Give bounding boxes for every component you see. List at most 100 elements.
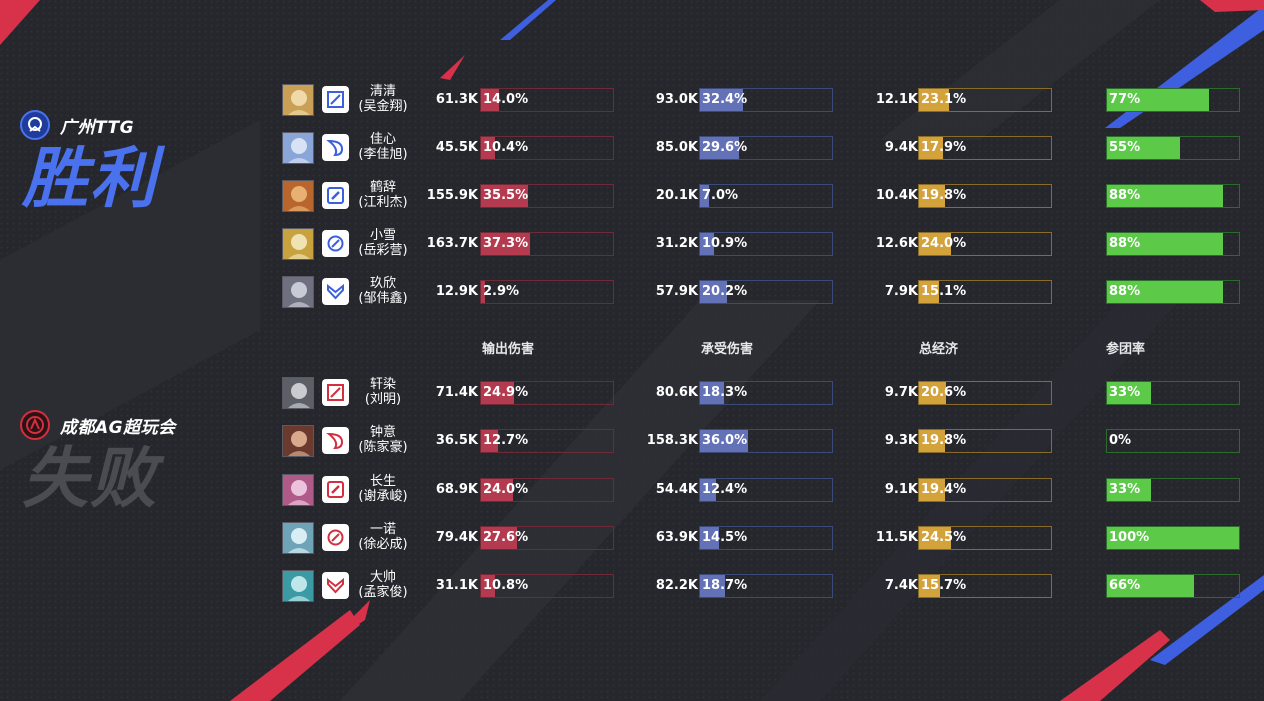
economy-share-bar: 15.7% <box>918 574 1052 598</box>
economy-share-fill <box>919 281 939 303</box>
damage-taken-value: 54.4K <box>655 482 698 497</box>
participation-fill <box>1107 233 1224 255</box>
jungle-icon <box>322 427 349 454</box>
top-lane-icon <box>322 86 349 113</box>
damage-share-pct: 35.5% <box>483 188 529 203</box>
damage-share-bar: 24.0% <box>480 478 614 502</box>
player-handle: 清清 <box>369 84 396 99</box>
economy-share-bar: 19.4% <box>918 478 1052 502</box>
team-ttg-panel: 广州TTG 胜利 <box>20 110 158 212</box>
damage-share-pct: 10.8% <box>483 578 529 593</box>
header-damage-taken: 承受伤害 <box>701 342 754 357</box>
ag-logo-icon <box>20 410 50 440</box>
hero-avatar <box>282 180 314 212</box>
damage-share-bar: 24.9% <box>480 381 614 405</box>
damage-taken-pct: 36.0% <box>702 433 748 448</box>
participation-fill <box>1107 137 1180 159</box>
damage-value: 61.3K <box>435 92 478 107</box>
damage-taken-fill <box>700 137 740 159</box>
economy-share-bar: 17.9% <box>918 136 1052 160</box>
economy-value: 9.1K <box>884 482 918 497</box>
damage-value: 79.4K <box>435 530 478 545</box>
economy-share-fill <box>919 382 947 404</box>
participation-fill <box>1107 575 1195 597</box>
damage-taken-value: 85.0K <box>655 140 698 155</box>
damage-value: 71.4K <box>435 385 478 400</box>
player-handle: 玖欣 <box>369 276 396 291</box>
damage-taken-bar: 29.6% <box>699 136 833 160</box>
support-icon <box>322 278 349 305</box>
damage-taken-fill <box>700 479 717 501</box>
damage-share-pct: 10.4% <box>483 140 529 155</box>
damage-taken-value: 63.9K <box>655 530 698 545</box>
economy-share-fill <box>919 527 952 549</box>
economy-value: 7.9K <box>884 284 918 299</box>
player-real-name: (李佳旭) <box>358 147 408 162</box>
economy-value: 9.3K <box>884 433 918 448</box>
player-handle: 钟意 <box>369 425 396 440</box>
participation-pct: 33% <box>1109 385 1141 400</box>
participation-bar: 66% <box>1106 574 1240 598</box>
economy-share-pct: 19.8% <box>921 188 967 203</box>
mid-lane-icon <box>322 182 349 209</box>
damage-share-bar: 10.4% <box>480 136 614 160</box>
participation-pct: 55% <box>1109 140 1141 155</box>
damage-taken-bar: 18.7% <box>699 574 833 598</box>
economy-share-fill <box>919 575 940 597</box>
damage-share-fill <box>481 137 495 159</box>
hero-avatar <box>282 228 314 260</box>
economy-share-bar: 23.1% <box>918 88 1052 112</box>
damage-taken-bar: 18.3% <box>699 381 833 405</box>
top-lane-icon <box>322 379 349 406</box>
economy-share-bar: 20.6% <box>918 381 1052 405</box>
damage-share-bar: 14.0% <box>480 88 614 112</box>
damage-taken-bar: 36.0% <box>699 429 833 453</box>
damage-share-fill <box>481 185 528 207</box>
participation-bar: 88% <box>1106 232 1240 256</box>
economy-share-bar: 24.0% <box>918 232 1052 256</box>
participation-bar: 55% <box>1106 136 1240 160</box>
header-economy: 总经济 <box>919 342 959 357</box>
damage-taken-pct: 12.4% <box>702 482 748 497</box>
hero-avatar <box>282 276 314 308</box>
player-handle: 小雪 <box>369 228 396 243</box>
player-name: 小雪 (岳彩营) <box>352 228 414 258</box>
participation-pct: 88% <box>1109 188 1141 203</box>
participation-bar: 100% <box>1106 526 1240 550</box>
team-name: 成都AG超玩会 <box>60 417 176 438</box>
economy-value: 12.6K <box>875 236 918 251</box>
damage-value: 36.5K <box>435 433 478 448</box>
economy-value: 9.7K <box>884 385 918 400</box>
participation-fill <box>1107 89 1209 111</box>
player-handle: 长生 <box>369 474 396 489</box>
damage-share-fill <box>481 281 485 303</box>
player-handle: 佳心 <box>369 132 396 147</box>
team-ag-panel: 成都AG超玩会 失败 <box>20 410 176 512</box>
damage-taken-fill <box>700 281 727 303</box>
damage-share-pct: 27.6% <box>483 530 529 545</box>
player-real-name: (刘明) <box>364 392 402 407</box>
player-real-name: (陈家豪) <box>358 440 408 455</box>
team-ag-header: 成都AG超玩会 <box>20 410 176 440</box>
header-participation: 参团率 <box>1106 342 1146 357</box>
damage-taken-bar: 10.9% <box>699 232 833 256</box>
participation-pct: 100% <box>1109 530 1150 545</box>
damage-share-pct: 12.7% <box>483 433 529 448</box>
participation-pct: 66% <box>1109 578 1141 593</box>
player-real-name: (孟家俊) <box>358 585 408 600</box>
damage-taken-pct: 7.0% <box>702 188 739 203</box>
participation-bar: 0% <box>1106 429 1240 453</box>
damage-taken-fill <box>700 185 710 207</box>
economy-share-pct: 23.1% <box>921 92 967 107</box>
damage-share-fill <box>481 233 531 255</box>
participation-pct: 88% <box>1109 284 1141 299</box>
participation-fill <box>1107 527 1239 549</box>
damage-share-fill <box>481 89 500 111</box>
result-win-text: 胜利 <box>22 140 158 217</box>
damage-share-bar: 35.5% <box>480 184 614 208</box>
participation-bar: 33% <box>1106 381 1240 405</box>
damage-taken-fill <box>700 89 743 111</box>
economy-share-pct: 19.8% <box>921 433 967 448</box>
damage-taken-fill <box>700 575 725 597</box>
